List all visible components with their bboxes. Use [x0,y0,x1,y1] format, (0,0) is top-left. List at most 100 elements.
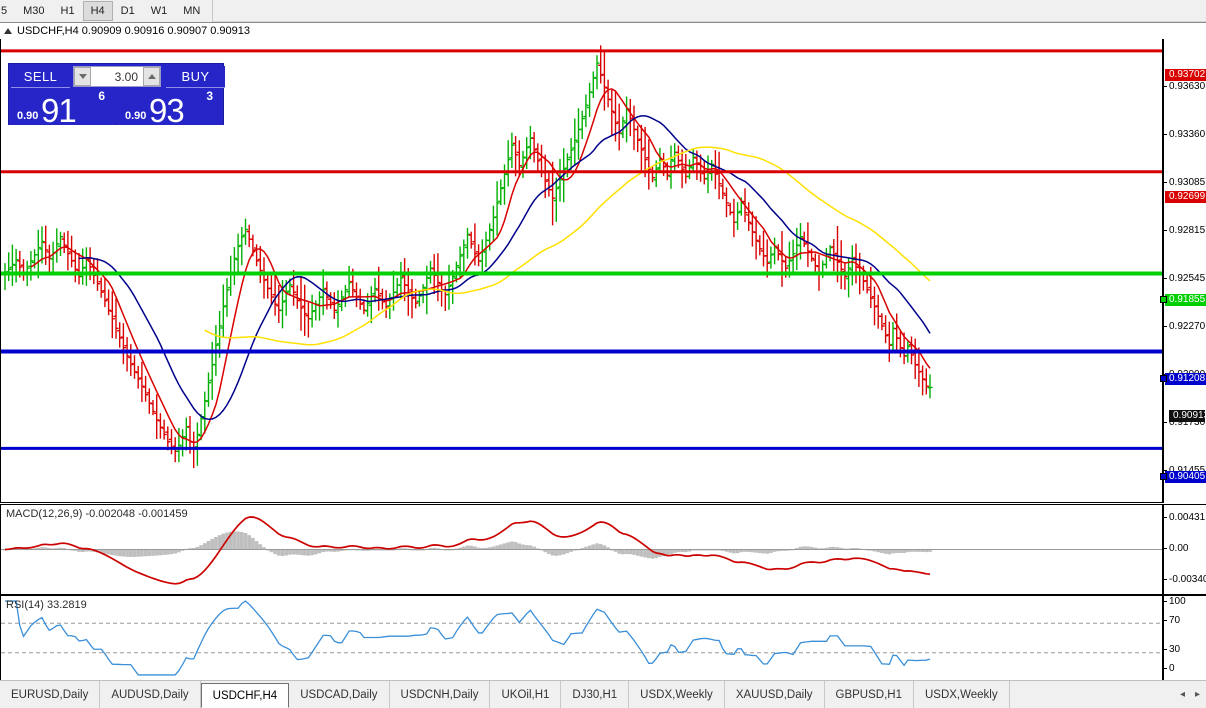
chart-tab[interactable]: DJ30,H1 [561,681,630,708]
chart-collapse-icon[interactable] [4,28,12,34]
price-level-tag-green[interactable]: 0.91855 [1160,294,1206,306]
rsi-line-layer [5,600,931,676]
macd-histogram-bar [302,549,307,556]
timeframe-button-h1[interactable]: H1 [60,5,75,17]
macd-histogram-bar [188,548,192,550]
price-bar [124,337,130,372]
macd-histogram-bar [647,549,651,559]
buy-button[interactable]: BUY [166,65,225,88]
macd-histogram-bar [280,549,285,556]
macd-histogram-bar [58,547,63,550]
price-level-tag-red[interactable]: 0.93702 [1165,69,1206,81]
price-bar [620,116,626,139]
price-scale-tick: 0.93630 [1164,81,1206,93]
price-bar [720,178,726,200]
chart-tab[interactable]: USDX,Weekly [914,681,1010,708]
price-bar [846,258,852,298]
timeframe-button-m30[interactable]: M30 [23,5,45,17]
price-bar [646,139,652,190]
macd-histogram-bar [228,531,233,550]
macd-signal-line-layer [4,516,931,585]
price-bar [601,51,607,111]
bid-price-display[interactable]: 0.90 91 6 [9,88,115,129]
price-bar [631,105,637,151]
price-bar [568,137,574,170]
macd-histogram-bar [321,549,325,553]
macd-histogram-bar [506,542,510,550]
price-level-tag-blue[interactable]: 0.90405 [1160,471,1206,483]
macd-histogram-bar [162,549,166,555]
macd-histogram-bar [891,549,895,554]
ask-price-prefix: 0.90 [125,110,147,122]
price-bar [513,136,519,177]
chart-tab[interactable]: USDCNH,Daily [390,681,491,708]
macd-histogram-bar [824,547,829,550]
macd-histogram-bar [894,549,899,554]
macd-histogram-bar [917,549,921,552]
price-bar [842,262,848,290]
macd-scale: 0.00431 0.00 -0.00340 [1163,504,1206,595]
price-level-tag-blue[interactable]: 0.91208 [1160,373,1206,385]
macd-histogram-bar [613,549,618,552]
macd-histogram-bar [909,549,914,552]
macd-histogram-bar [569,549,573,552]
chart-tab-active[interactable]: USDCHF,H4 [200,683,290,708]
price-bar [291,269,297,306]
timeframe-button-5[interactable]: 5 [1,5,8,17]
price-bar [553,177,559,222]
price-bar [420,284,426,304]
tab-prev-icon[interactable]: ◂ [1179,689,1185,700]
chart-tab[interactable]: USDX,Weekly [629,681,725,708]
price-scale[interactable]: 0.93630 0.93360 0.93085 0.92815 0.92545 0.922… [1160,39,1206,708]
level-drag-handle[interactable] [1160,473,1167,480]
macd-histogram-bar [580,548,584,550]
price-bar [6,252,12,281]
macd-histogram-bar [783,549,788,551]
price-bar [239,226,245,266]
chart-tab[interactable]: GBPUSD,H1 [825,681,914,708]
sell-button[interactable]: SELL [11,65,70,88]
chart-tab[interactable]: AUDUSD,Daily [100,681,201,708]
timeframe-button-w1[interactable]: W1 [150,5,168,17]
chart-tab[interactable]: USDCAD,Daily [289,681,390,708]
volume-decrease-button[interactable] [74,67,91,86]
price-bar [686,159,693,180]
macd-histogram-bar [617,549,621,554]
macd-histogram-bar [432,547,436,550]
price-bar [487,223,493,251]
chart-tab[interactable]: EURUSD,Daily [0,681,101,708]
price-level-tag-red[interactable]: 0.92699 [1165,191,1206,203]
tab-next-icon[interactable]: ▸ [1194,689,1200,700]
level-drag-handle[interactable] [1160,296,1167,303]
price-bar [587,82,593,117]
volume-stepper[interactable] [73,66,161,87]
price-bar [342,285,348,308]
macd-histogram-bar [521,544,525,550]
price-bar [220,284,226,337]
price-bar [505,140,511,187]
price-bar [83,247,89,286]
chart-tab[interactable]: UKOil,H1 [490,681,562,708]
macd-histogram-bar [180,549,185,551]
ask-price-display[interactable]: 0.90 93 3 [117,88,223,129]
timeframe-button-h4[interactable]: H4 [82,1,113,21]
price-bar [272,273,278,316]
macd-histogram-bar [735,549,740,554]
macd-histogram-bar [606,547,610,550]
macd-histogram-bar [513,542,518,550]
level-drag-handle[interactable] [1160,375,1167,382]
volume-input[interactable] [91,67,143,86]
chart-tab[interactable]: XAUUSD,Daily [725,681,825,708]
timeframe-button-d1[interactable]: D1 [120,5,135,17]
macd-histogram-bar [832,546,836,550]
rsi-pane[interactable]: RSI(14) 33.2819 [0,595,1163,680]
timeframe-button-mn[interactable]: MN [183,5,201,17]
macd-pane[interactable]: MACD(12,26,9) -0.002048 -0.001459 [0,504,1163,595]
macd-histogram-bar [598,543,603,550]
price-bar [231,247,237,286]
macd-histogram-bar [247,535,251,550]
price-level-tag-black[interactable]: 0.90913 [1169,410,1206,422]
one-click-trading-panel[interactable]: SELL BUY 0.90 91 6 [8,63,225,129]
volume-increase-button[interactable] [143,67,160,86]
price-bar [479,239,485,275]
